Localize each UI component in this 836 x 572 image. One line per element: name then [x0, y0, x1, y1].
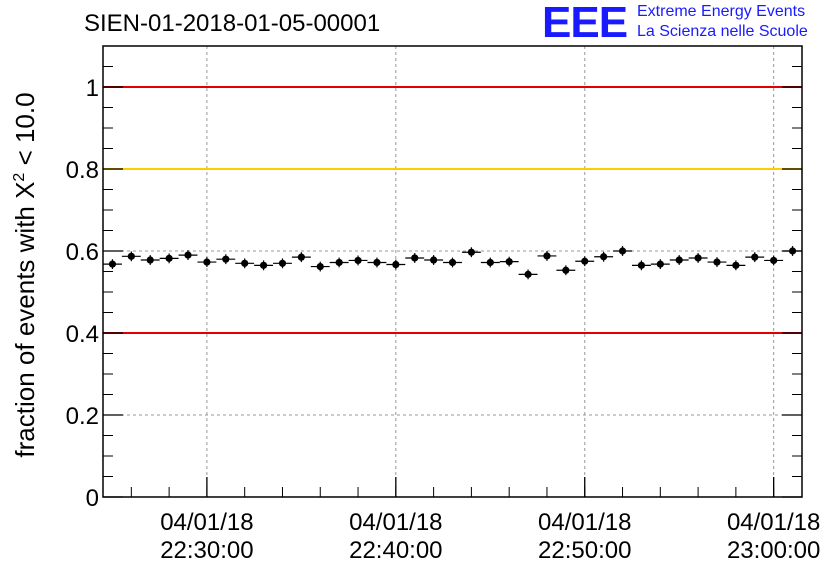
y-tick-label: 0.8: [66, 157, 99, 184]
reference-lines: [103, 86, 802, 334]
data-point: [694, 254, 702, 262]
data-point: [203, 258, 211, 266]
y-axis-label-prefix: fraction of events with: [10, 199, 40, 458]
data-point: [505, 258, 513, 266]
chart-title: SIEN-01-2018-01-05-00001: [84, 10, 381, 37]
x-tick-label-date: 04/01/18: [160, 509, 253, 536]
data-point: [354, 256, 362, 265]
data-point: [751, 253, 759, 261]
x-tick-label-date: 04/01/18: [349, 509, 442, 536]
data-point: [732, 261, 740, 269]
data-point: [278, 259, 287, 267]
data-point: [146, 256, 154, 264]
data-point: [543, 252, 551, 260]
data-point: [562, 266, 570, 274]
data-point: [108, 260, 117, 268]
y-tick-label: 1: [86, 75, 99, 102]
data-point: [467, 248, 475, 256]
ticks: [103, 45, 802, 498]
data-point: [127, 252, 135, 260]
data-point: [297, 253, 305, 261]
x-tick-label-time: 22:40:00: [349, 537, 442, 564]
data-point: [259, 261, 268, 269]
data-point: [430, 256, 438, 264]
data-layer: [103, 246, 802, 280]
data-point: [316, 262, 324, 271]
logo-line-2: La Scienza nelle Scuole: [637, 23, 808, 40]
data-point: [600, 253, 608, 261]
y-tick-label: 0.4: [66, 321, 99, 348]
data-point: [675, 256, 683, 264]
data-point: [656, 260, 664, 268]
data-point: [411, 254, 419, 262]
x-tick-label-time: 22:30:00: [160, 537, 253, 564]
data-point: [486, 258, 494, 267]
data-point: [165, 254, 173, 262]
y-axis-label: fraction of events with X2 < 10.0: [10, 92, 40, 457]
data-point: [392, 260, 400, 269]
tick-labels: 00.20.40.60.8104/01/1822:30:0004/01/1822…: [66, 75, 821, 564]
data-point: [373, 258, 381, 267]
x-tick-label-time: 22:50:00: [538, 537, 631, 564]
plot-frame: [102, 45, 803, 498]
data-point: [713, 258, 721, 266]
y-axis-label-superscript: 2: [11, 173, 28, 182]
data-point: [335, 258, 343, 267]
data-point: [618, 247, 627, 255]
data-point: [581, 257, 589, 265]
x-tick-label-date: 04/01/18: [727, 509, 820, 536]
data-point: [637, 261, 646, 269]
data-point: [222, 255, 230, 263]
logo-line-1: Extreme Energy Events: [637, 3, 806, 20]
y-tick-label: 0: [86, 485, 99, 512]
grid-layer: [103, 46, 802, 497]
eee-logo-mark: EEE: [542, 0, 628, 47]
y-tick-label: 0.6: [66, 239, 99, 266]
data-point: [184, 251, 192, 259]
data-point: [770, 256, 778, 265]
x-tick-label-date: 04/01/18: [538, 509, 631, 536]
data-point: [524, 270, 532, 278]
y-axis-label-symbol: X: [10, 182, 40, 199]
y-tick-label: 0.2: [66, 403, 99, 430]
data-point: [241, 259, 249, 267]
x-tick-label-time: 23:00:00: [727, 537, 820, 564]
y-axis-label-suffix: < 10.0: [10, 92, 40, 172]
data-point: [448, 258, 457, 267]
